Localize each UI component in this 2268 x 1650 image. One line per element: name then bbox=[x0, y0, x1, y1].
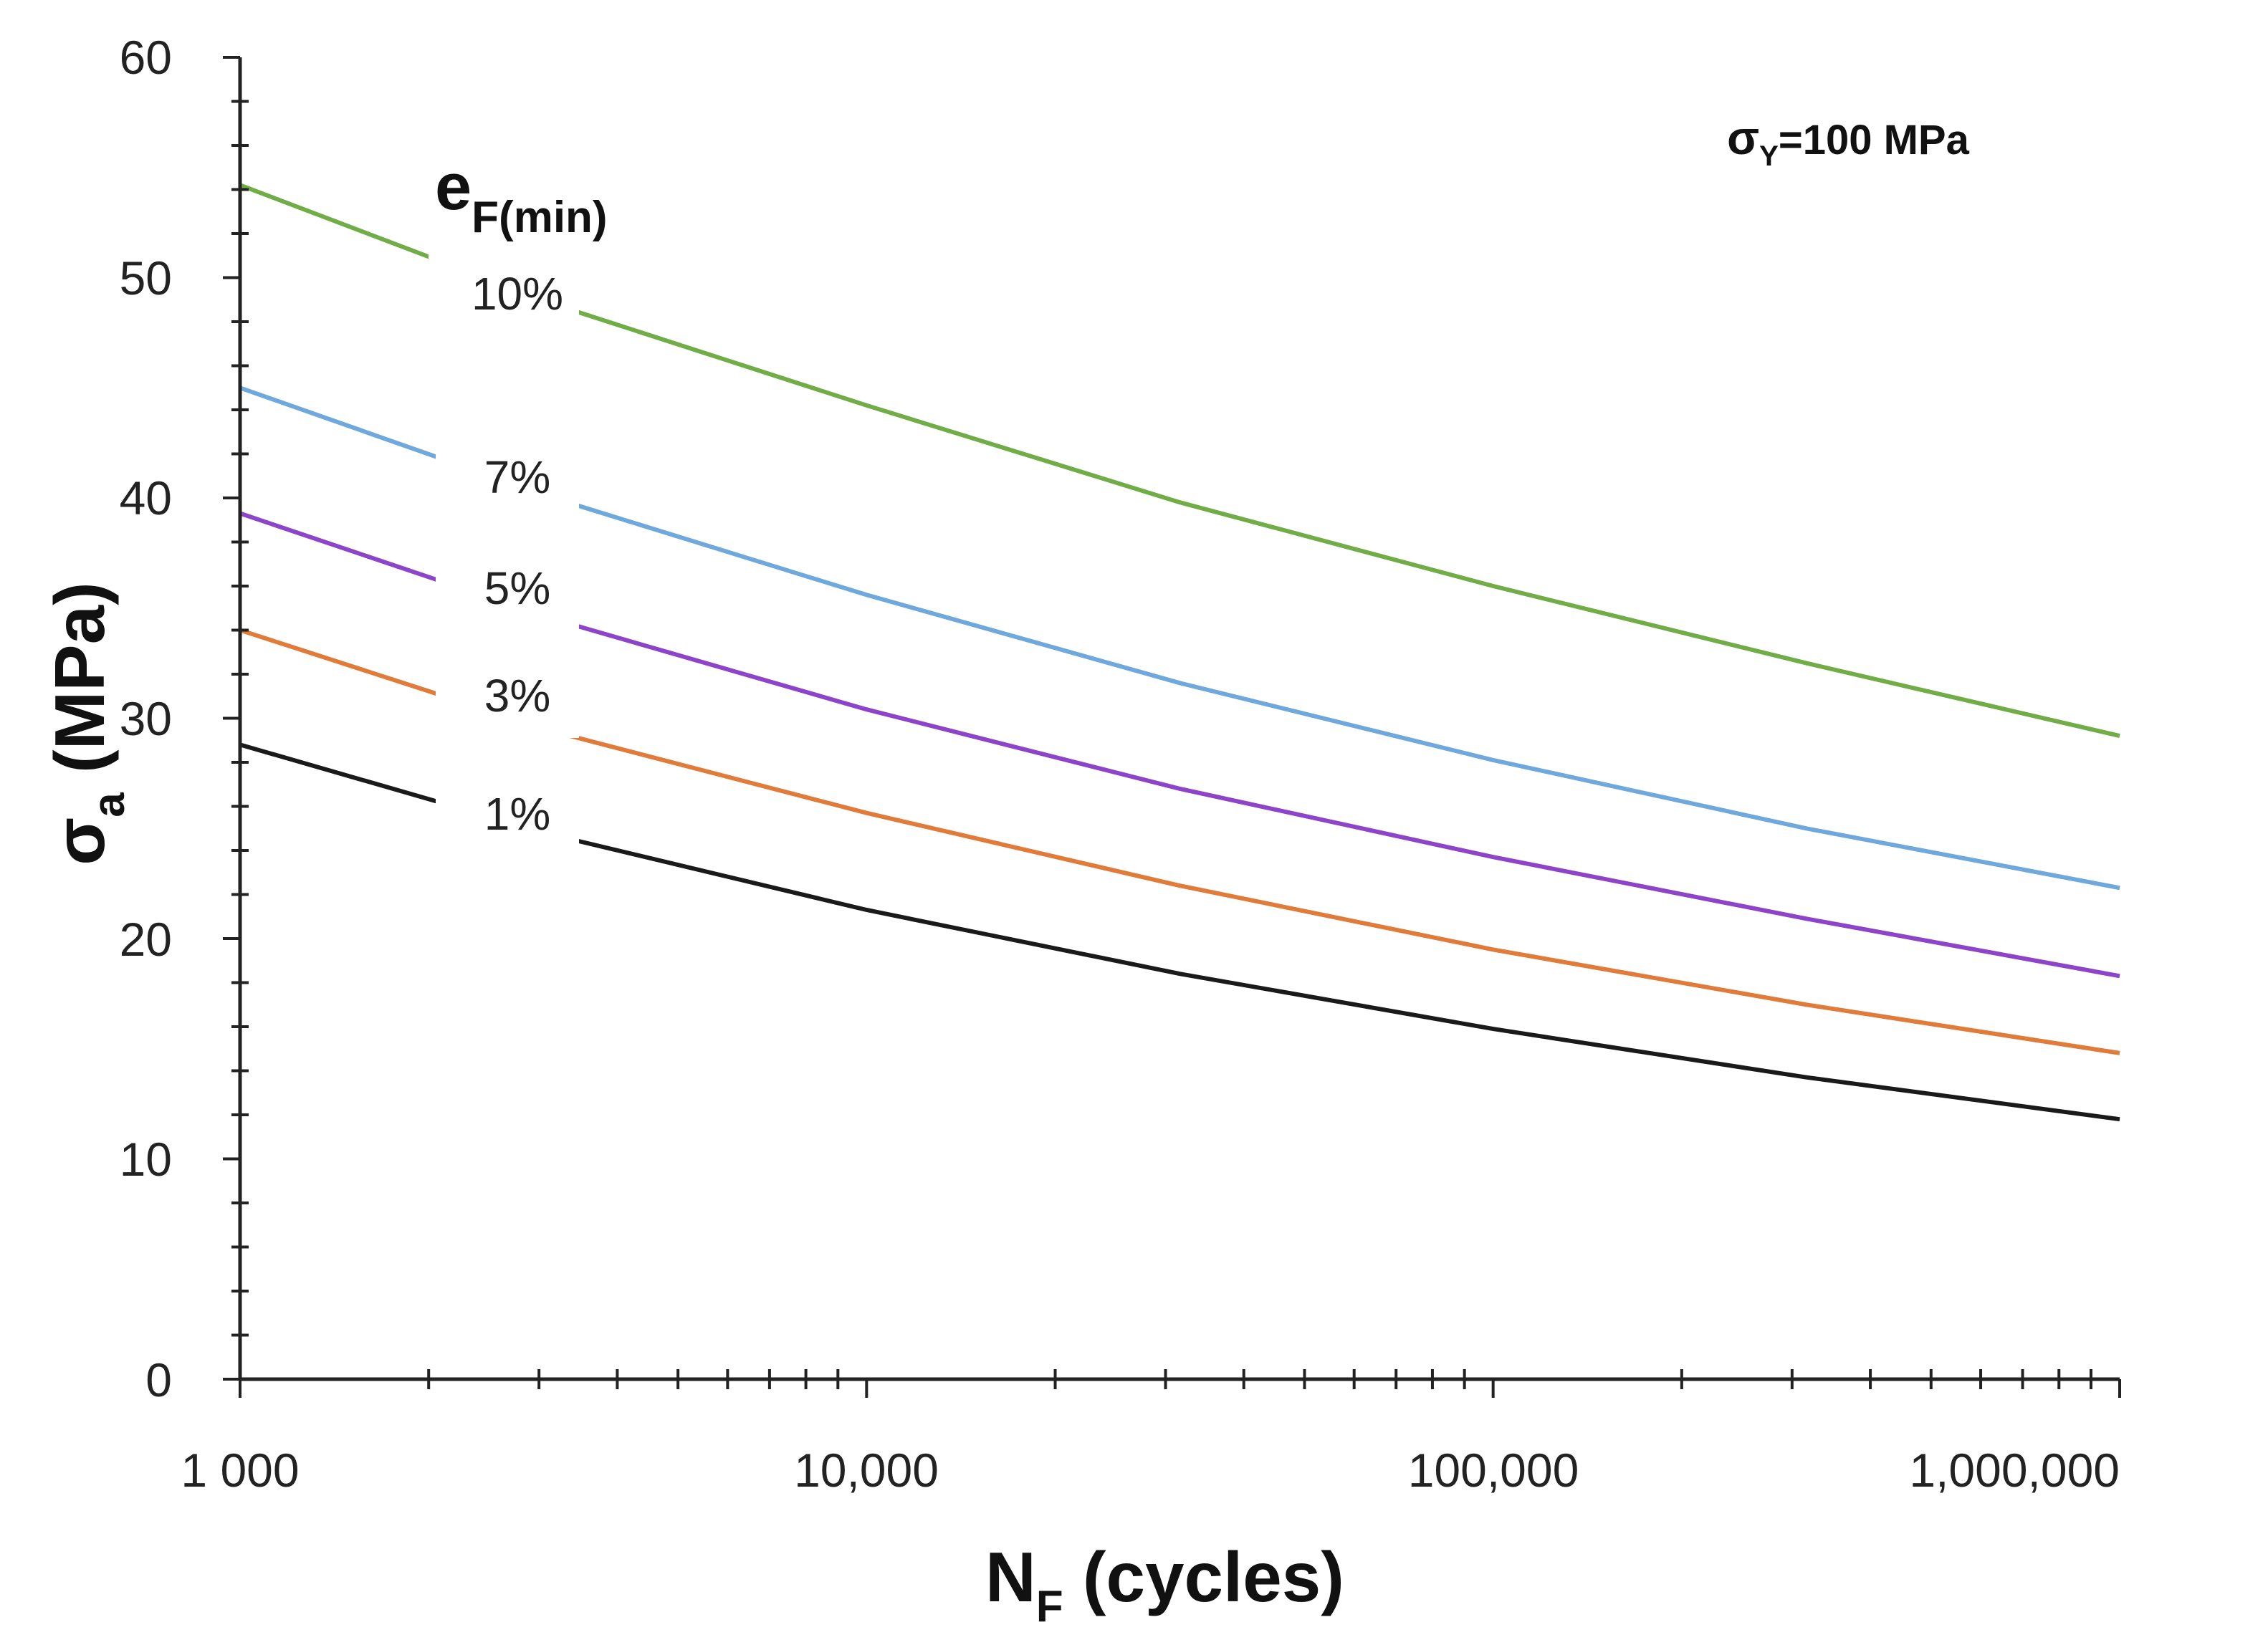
legend-title: eF(min) bbox=[429, 143, 659, 265]
svg-text:7%: 7% bbox=[484, 451, 551, 503]
y-tick-label: 0 bbox=[145, 1353, 172, 1406]
svg-text:1%: 1% bbox=[484, 788, 551, 840]
series-label-3pct: 3% bbox=[436, 659, 579, 738]
yield-annotation: σY=100 MPa bbox=[1727, 111, 1970, 172]
x-tick-label: 100,000 bbox=[1408, 1444, 1579, 1497]
y-tick-label: 10 bbox=[120, 1133, 172, 1186]
x-tick-label: 10,000 bbox=[794, 1444, 939, 1497]
series-label-1pct: 1% bbox=[436, 777, 579, 856]
x-tick-labels: 1 000 10,000 100,000 1,000,000 bbox=[181, 1444, 2120, 1497]
x-axis-ticks bbox=[239, 1369, 2121, 1398]
series-label-7pct: 7% bbox=[436, 441, 579, 519]
y-axis-ticks bbox=[223, 56, 249, 1381]
series-label-5pct: 5% bbox=[436, 552, 579, 630]
y-axis-title: σa (MPa) bbox=[40, 582, 134, 865]
svg-text:5%: 5% bbox=[484, 562, 551, 614]
y-tick-label: 40 bbox=[120, 471, 172, 524]
svg-text:3%: 3% bbox=[484, 670, 551, 721]
y-tick-label: 50 bbox=[120, 251, 172, 304]
y-tick-label: 60 bbox=[120, 31, 172, 84]
y-tick-labels: 0 10 20 30 40 50 60 bbox=[120, 31, 172, 1406]
x-tick-label: 1,000,000 bbox=[1909, 1444, 2120, 1497]
y-tick-label: 20 bbox=[120, 913, 172, 966]
series-label-10pct: 10% bbox=[436, 258, 579, 337]
x-tick-label: 1 000 bbox=[181, 1444, 299, 1497]
svg-text:10%: 10% bbox=[472, 268, 563, 320]
x-axis-title: NF (cycles) bbox=[985, 1538, 1344, 1631]
svg-text:eF(min): eF(min) bbox=[435, 150, 608, 242]
y-tick-label: 30 bbox=[120, 692, 172, 745]
